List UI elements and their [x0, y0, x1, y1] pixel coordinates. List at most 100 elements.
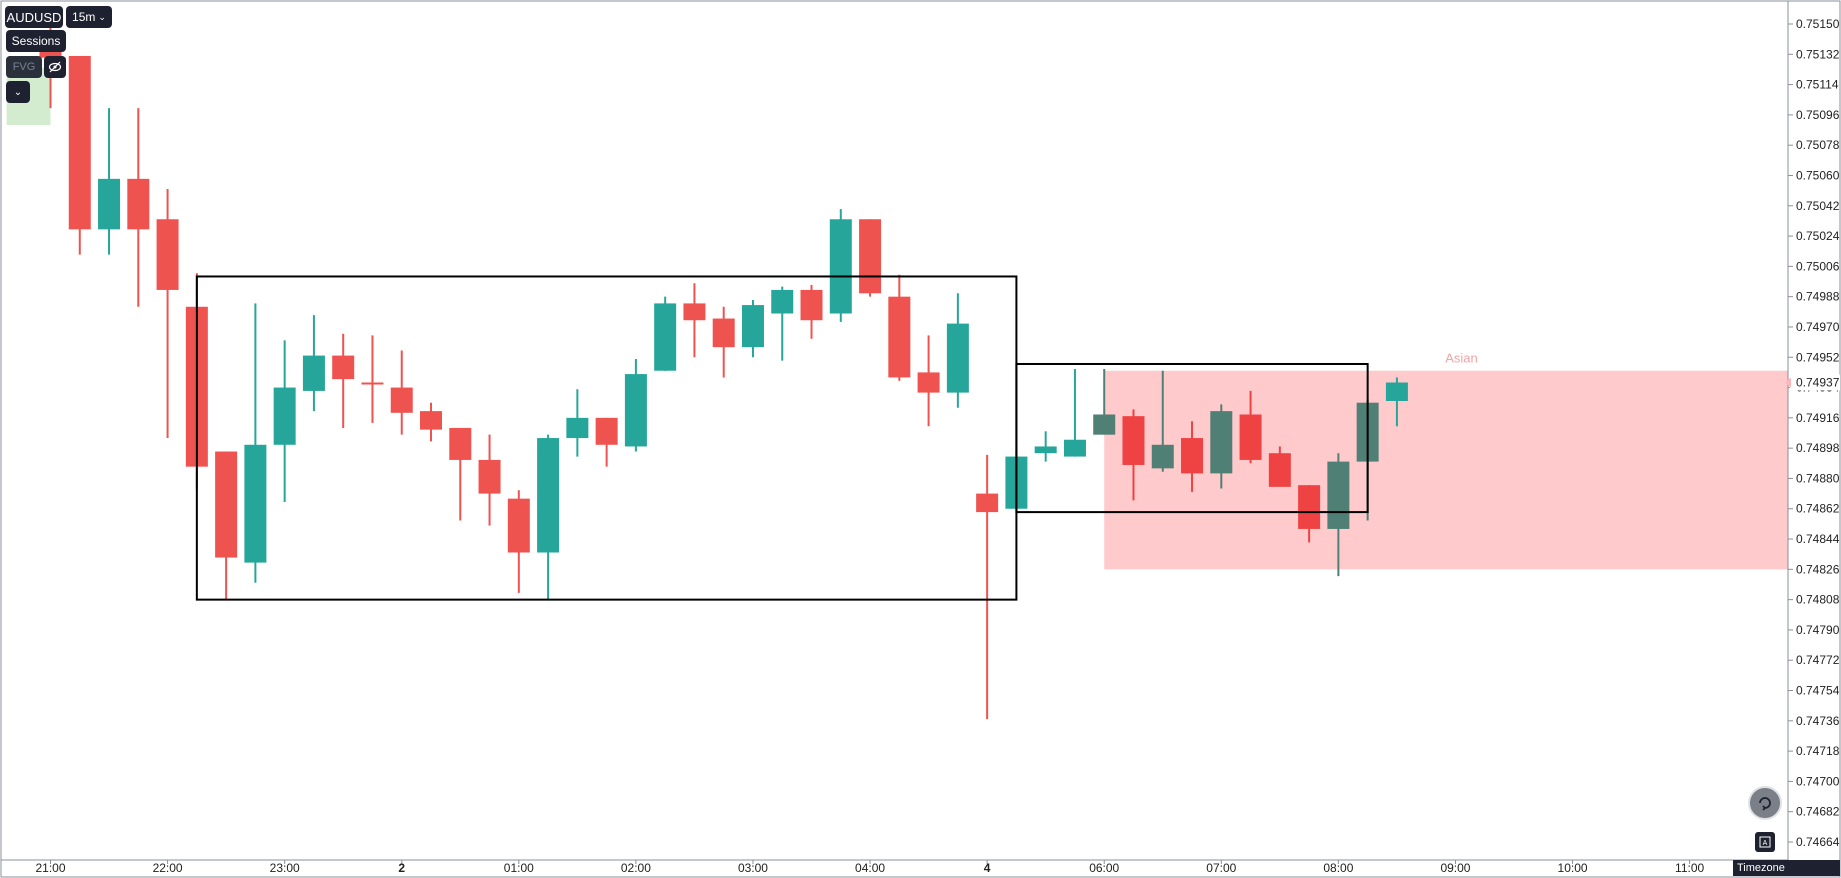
y-tick-label: 0.74898: [1796, 441, 1840, 455]
last-price-label: 0.74937: [1796, 376, 1840, 390]
svg-text:A: A: [1763, 840, 1768, 847]
y-tick-label: 0.74790: [1796, 623, 1840, 637]
x-tick-label: 09:00: [1440, 861, 1470, 875]
candle-body: [156, 219, 179, 290]
candle: [800, 284, 823, 339]
candle-body: [859, 219, 882, 294]
candle-body: [624, 374, 647, 447]
candle-body: [1151, 444, 1174, 469]
y-tick-label: 0.74700: [1796, 774, 1840, 788]
candle: [215, 451, 238, 600]
symbol-button[interactable]: AUDUSD: [5, 6, 63, 28]
timezone-label: Timezone: [1737, 862, 1785, 874]
candle-body: [332, 355, 355, 380]
x-tick-label: 22:00: [153, 861, 183, 875]
y-tick-label: 0.74754: [1796, 684, 1840, 698]
candle-body: [390, 387, 413, 413]
candle: [156, 188, 179, 439]
sessions-button[interactable]: Sessions: [6, 30, 66, 52]
candle-body: [1181, 438, 1204, 474]
y-tick-label: 0.74664: [1796, 835, 1840, 849]
candle: [946, 293, 969, 408]
x-tick-label: 21:00: [35, 861, 65, 875]
candle-body: [800, 289, 823, 321]
candle: [1063, 369, 1086, 457]
candle: [1239, 390, 1262, 464]
x-tick-label: 03:00: [738, 861, 768, 875]
timezone-button[interactable]: Timezone: [1733, 860, 1840, 876]
x-tick-label: 10:00: [1558, 861, 1588, 875]
autoscale-button[interactable]: A: [1755, 832, 1775, 852]
candle-body: [1122, 416, 1145, 465]
y-tick-label: 0.75060: [1796, 168, 1840, 182]
x-tick-label: 4: [984, 861, 991, 875]
candle-body: [98, 178, 121, 230]
candle-body: [683, 303, 706, 321]
fvg-toggle-button[interactable]: FVG: [6, 56, 42, 78]
candle: [1181, 421, 1204, 492]
candle: [1268, 446, 1291, 487]
candle-body: [361, 382, 384, 385]
x-tick-label: 02:00: [621, 861, 651, 875]
collapse-button[interactable]: ⌄: [6, 81, 30, 103]
candle-body: [771, 289, 794, 314]
candle: [829, 209, 852, 322]
chevron-down-icon: ⌄: [98, 11, 106, 22]
candle: [361, 335, 384, 423]
candle-body: [1327, 461, 1350, 529]
candle: [1385, 377, 1408, 427]
candle: [449, 427, 472, 521]
y-tick-label: 0.75078: [1796, 138, 1840, 152]
candle: [1298, 485, 1321, 543]
candle: [595, 417, 618, 467]
y-tick-label: 0.74736: [1796, 714, 1840, 728]
candle-body: [449, 427, 472, 460]
candle-body: [566, 417, 589, 439]
candle: [244, 303, 267, 583]
candle: [859, 219, 882, 297]
chevron-down-icon: ⌄: [13, 86, 23, 98]
eye-off-icon[interactable]: [44, 56, 66, 78]
y-tick-label: 0.75096: [1796, 108, 1840, 122]
candle-body: [1093, 414, 1116, 435]
candle: [771, 286, 794, 361]
y-tick-label: 0.75024: [1796, 229, 1840, 243]
autoscale-icon: A: [1759, 836, 1771, 848]
candle: [741, 300, 764, 358]
candle-body: [654, 303, 677, 371]
reset-chart-button[interactable]: [1748, 786, 1782, 820]
candle: [976, 454, 999, 720]
candle-body: [215, 451, 238, 558]
y-tick-label: 0.74844: [1796, 532, 1840, 546]
x-tick-label: 2: [398, 861, 405, 875]
candle: [1034, 431, 1057, 462]
candle-body: [68, 55, 91, 230]
y-tick-label: 0.75150: [1796, 17, 1840, 31]
candle: [332, 333, 355, 428]
y-tick-label: 0.74826: [1796, 562, 1840, 576]
x-tick-label: 04:00: [855, 861, 885, 875]
candle: [420, 402, 443, 442]
candle-body: [127, 178, 150, 230]
y-tick-label: 0.74916: [1796, 411, 1840, 425]
last-price-pointer: [1785, 377, 1791, 388]
candle: [390, 350, 413, 435]
y-tick-label: 0.74880: [1796, 471, 1840, 485]
candle: [888, 274, 911, 381]
x-tick-label: 06:00: [1089, 861, 1119, 875]
y-tick-label: 0.74862: [1796, 502, 1840, 516]
candle: [1210, 404, 1233, 489]
last-price-marker: 0.74937: [1785, 374, 1840, 391]
candle-body: [1239, 414, 1262, 460]
candle: [1151, 370, 1174, 472]
candle: [302, 315, 325, 412]
candle-body: [712, 318, 735, 348]
y-tick-label: 0.75132: [1796, 47, 1840, 61]
candle: [917, 335, 940, 427]
interval-dropdown[interactable]: 15m ⌄: [66, 6, 112, 28]
candle-body: [976, 493, 999, 513]
candle-body: [1034, 446, 1057, 454]
y-tick-label: 0.74718: [1796, 744, 1840, 758]
y-tick-label: 0.74682: [1796, 805, 1840, 819]
